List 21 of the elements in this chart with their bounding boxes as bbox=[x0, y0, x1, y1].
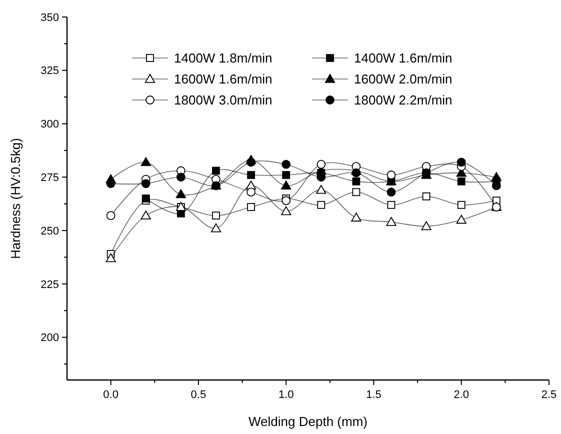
x-axis-title: Welding Depth (mm) bbox=[248, 414, 368, 429]
y-tick-label: 225 bbox=[40, 278, 59, 291]
y-tick-label: 275 bbox=[40, 172, 59, 184]
y-axis-title: Hardness (HV:0.5kg) bbox=[8, 138, 23, 259]
y-tick-label: 200 bbox=[40, 332, 59, 344]
x-tick-label: 2.0 bbox=[454, 389, 470, 401]
legend-label: 1600W 2.0m/min bbox=[354, 72, 452, 87]
x-tick-label: 2.5 bbox=[541, 389, 557, 401]
legend-label: 1800W 2.2m/min bbox=[354, 92, 452, 108]
y-tick-label: 300 bbox=[40, 118, 59, 131]
y-tick-label: 250 bbox=[40, 225, 59, 238]
x-tick-label: 0.0 bbox=[103, 389, 118, 401]
x-tick-label: 0.5 bbox=[190, 389, 206, 401]
legend-label: 1800W 3.0m/min bbox=[174, 92, 272, 108]
legend-label: 1400W 1.6m/min bbox=[354, 50, 452, 66]
legend-label: 1600W 1.6m/min bbox=[174, 72, 272, 87]
y-tick-label: 350 bbox=[40, 12, 59, 24]
x-tick-label: 1.5 bbox=[366, 389, 382, 401]
y-tick-label: 325 bbox=[40, 65, 59, 78]
x-tick-label: 1.0 bbox=[278, 389, 294, 401]
legend-label: 1400W 1.8m/min bbox=[174, 50, 272, 66]
